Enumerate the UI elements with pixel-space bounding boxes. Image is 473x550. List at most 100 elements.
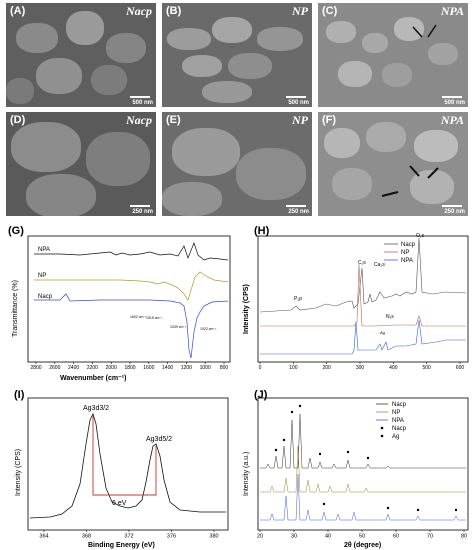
x-tick-label: 2600 bbox=[49, 365, 60, 371]
nacp-peak-marker bbox=[274, 448, 278, 452]
grain bbox=[394, 17, 424, 41]
panel-label: (H) bbox=[254, 225, 270, 237]
grain bbox=[362, 33, 388, 53]
scale-bar bbox=[286, 96, 306, 98]
x-tick-label: 40 bbox=[325, 534, 331, 540]
plot-frame bbox=[27, 235, 231, 363]
y-axis-label: Intensity (CPS) bbox=[243, 284, 250, 334]
series-line-nacp bbox=[260, 413, 466, 469]
series-line-npa bbox=[34, 241, 229, 261]
x-tick-label: 60 bbox=[393, 534, 399, 540]
nacp-peak-marker bbox=[298, 404, 302, 408]
grain bbox=[167, 28, 211, 50]
annotation: 1039 cm⁻¹ bbox=[170, 325, 187, 329]
x-tick-label: 0 bbox=[259, 365, 262, 371]
ag-peak-marker bbox=[416, 508, 420, 512]
peak-label-ag3d52: Ag3d5/2 bbox=[146, 436, 172, 443]
sample-label: NPA bbox=[440, 113, 464, 127]
scale-label: 250 nm bbox=[444, 209, 465, 215]
x-tick-label: 380 bbox=[209, 534, 218, 540]
sem-panel-b: (B) NP 500 nm bbox=[162, 3, 312, 107]
grain bbox=[428, 43, 458, 65]
grain bbox=[410, 170, 454, 204]
grain bbox=[36, 58, 82, 94]
panel-label: (I) bbox=[14, 389, 25, 401]
y-axis-label: Intensity (a.u.) bbox=[243, 452, 250, 496]
peak-label: O₁s bbox=[416, 233, 425, 239]
peak-label: C₁s bbox=[358, 260, 366, 266]
x-tick-label: 50 bbox=[359, 534, 365, 540]
panel-label: (J) bbox=[254, 389, 268, 401]
grain bbox=[106, 33, 146, 63]
x-tick-label: 1400 bbox=[162, 365, 173, 371]
x-axis-label: Binding Energy (eV) bbox=[88, 542, 155, 549]
x-tick-label: 600 bbox=[456, 365, 465, 371]
grain bbox=[91, 65, 127, 95]
legend-label: Nacp bbox=[392, 426, 407, 432]
scale-bar bbox=[442, 96, 462, 98]
series-label-nacp: Nacp bbox=[38, 294, 53, 300]
panel-label: (F) bbox=[322, 114, 337, 126]
series-line-nacp bbox=[34, 293, 229, 359]
x-axis-label: 2θ (degree) bbox=[344, 542, 381, 549]
series-line-npa bbox=[260, 319, 466, 355]
scale-label: 500 nm bbox=[444, 100, 465, 106]
series-line-np bbox=[260, 263, 466, 327]
panel-label: (E) bbox=[166, 114, 181, 126]
grain bbox=[16, 23, 58, 53]
series-line-npa bbox=[260, 473, 466, 521]
scale-bar bbox=[130, 96, 150, 98]
grain bbox=[414, 130, 458, 162]
grain bbox=[228, 53, 272, 79]
series-label-npa: NPA bbox=[38, 247, 50, 253]
legend-label: NP bbox=[401, 250, 409, 256]
sample-label: NP bbox=[292, 4, 308, 18]
legend-marker-nacp bbox=[380, 426, 384, 430]
grain bbox=[257, 27, 303, 51]
grain bbox=[212, 17, 252, 43]
sample-label: NPA bbox=[440, 4, 464, 18]
x-tick-label: 800 bbox=[220, 365, 229, 371]
peak-label: P₂p bbox=[294, 296, 302, 302]
x-tick-label: 364 bbox=[39, 534, 48, 540]
ag-spectrum-line bbox=[29, 412, 226, 519]
sem-panel-f: (F) NPA 250 nm bbox=[318, 112, 468, 216]
panel-label: (C) bbox=[322, 5, 338, 17]
x-tick-label: 200 bbox=[322, 365, 331, 371]
x-tick-label: 376 bbox=[167, 534, 176, 540]
series-label-np: NP bbox=[38, 273, 46, 279]
y-axis-label: Transmittance (%) bbox=[12, 280, 19, 337]
x-tick-label: 80 bbox=[461, 534, 467, 540]
ag3d-chart: (I) Intensity (CPS) Binding Energy (eV) … bbox=[14, 389, 229, 549]
nacp-peak-marker bbox=[282, 438, 286, 442]
peak-label-ag3d32: Ag3d3/2 bbox=[83, 405, 109, 412]
x-axis-label: Wavenumber (cm⁻¹) bbox=[60, 375, 126, 382]
ag-peak-marker bbox=[386, 506, 390, 510]
scale-bar bbox=[442, 205, 462, 207]
plot-frame bbox=[257, 397, 469, 531]
grain bbox=[382, 63, 412, 87]
sample-label: Nacp bbox=[126, 4, 152, 18]
scale-label: 250 nm bbox=[132, 209, 153, 215]
x-tick-label: 2200 bbox=[87, 365, 98, 371]
sample-label: NP bbox=[292, 113, 308, 127]
x-tick-label: 1600 bbox=[143, 365, 154, 371]
panel-label: (D) bbox=[10, 114, 26, 126]
x-tick-label: 500 bbox=[422, 365, 431, 371]
annotation: 1602 cm⁻¹ bbox=[130, 315, 147, 319]
legend-label: Ag bbox=[392, 434, 399, 440]
legend-marker-ag bbox=[380, 434, 384, 438]
scale-bar bbox=[286, 205, 306, 207]
annotation: 1022 cm⁻¹ bbox=[200, 327, 217, 331]
nacp-peak-marker bbox=[290, 410, 294, 414]
x-tick-label: 100 bbox=[289, 365, 298, 371]
grain bbox=[332, 168, 372, 200]
sample-label: Nacp bbox=[126, 113, 152, 127]
nacp-peak-marker bbox=[366, 456, 370, 460]
arrows-icon bbox=[381, 165, 439, 197]
sem-panel-c: (C) NPA 500 nm bbox=[318, 3, 468, 107]
peak-label: Ag bbox=[380, 330, 385, 335]
panel-label: (B) bbox=[166, 5, 182, 17]
x-tick-label: 400 bbox=[389, 365, 398, 371]
legend-label: NPA bbox=[401, 258, 413, 264]
